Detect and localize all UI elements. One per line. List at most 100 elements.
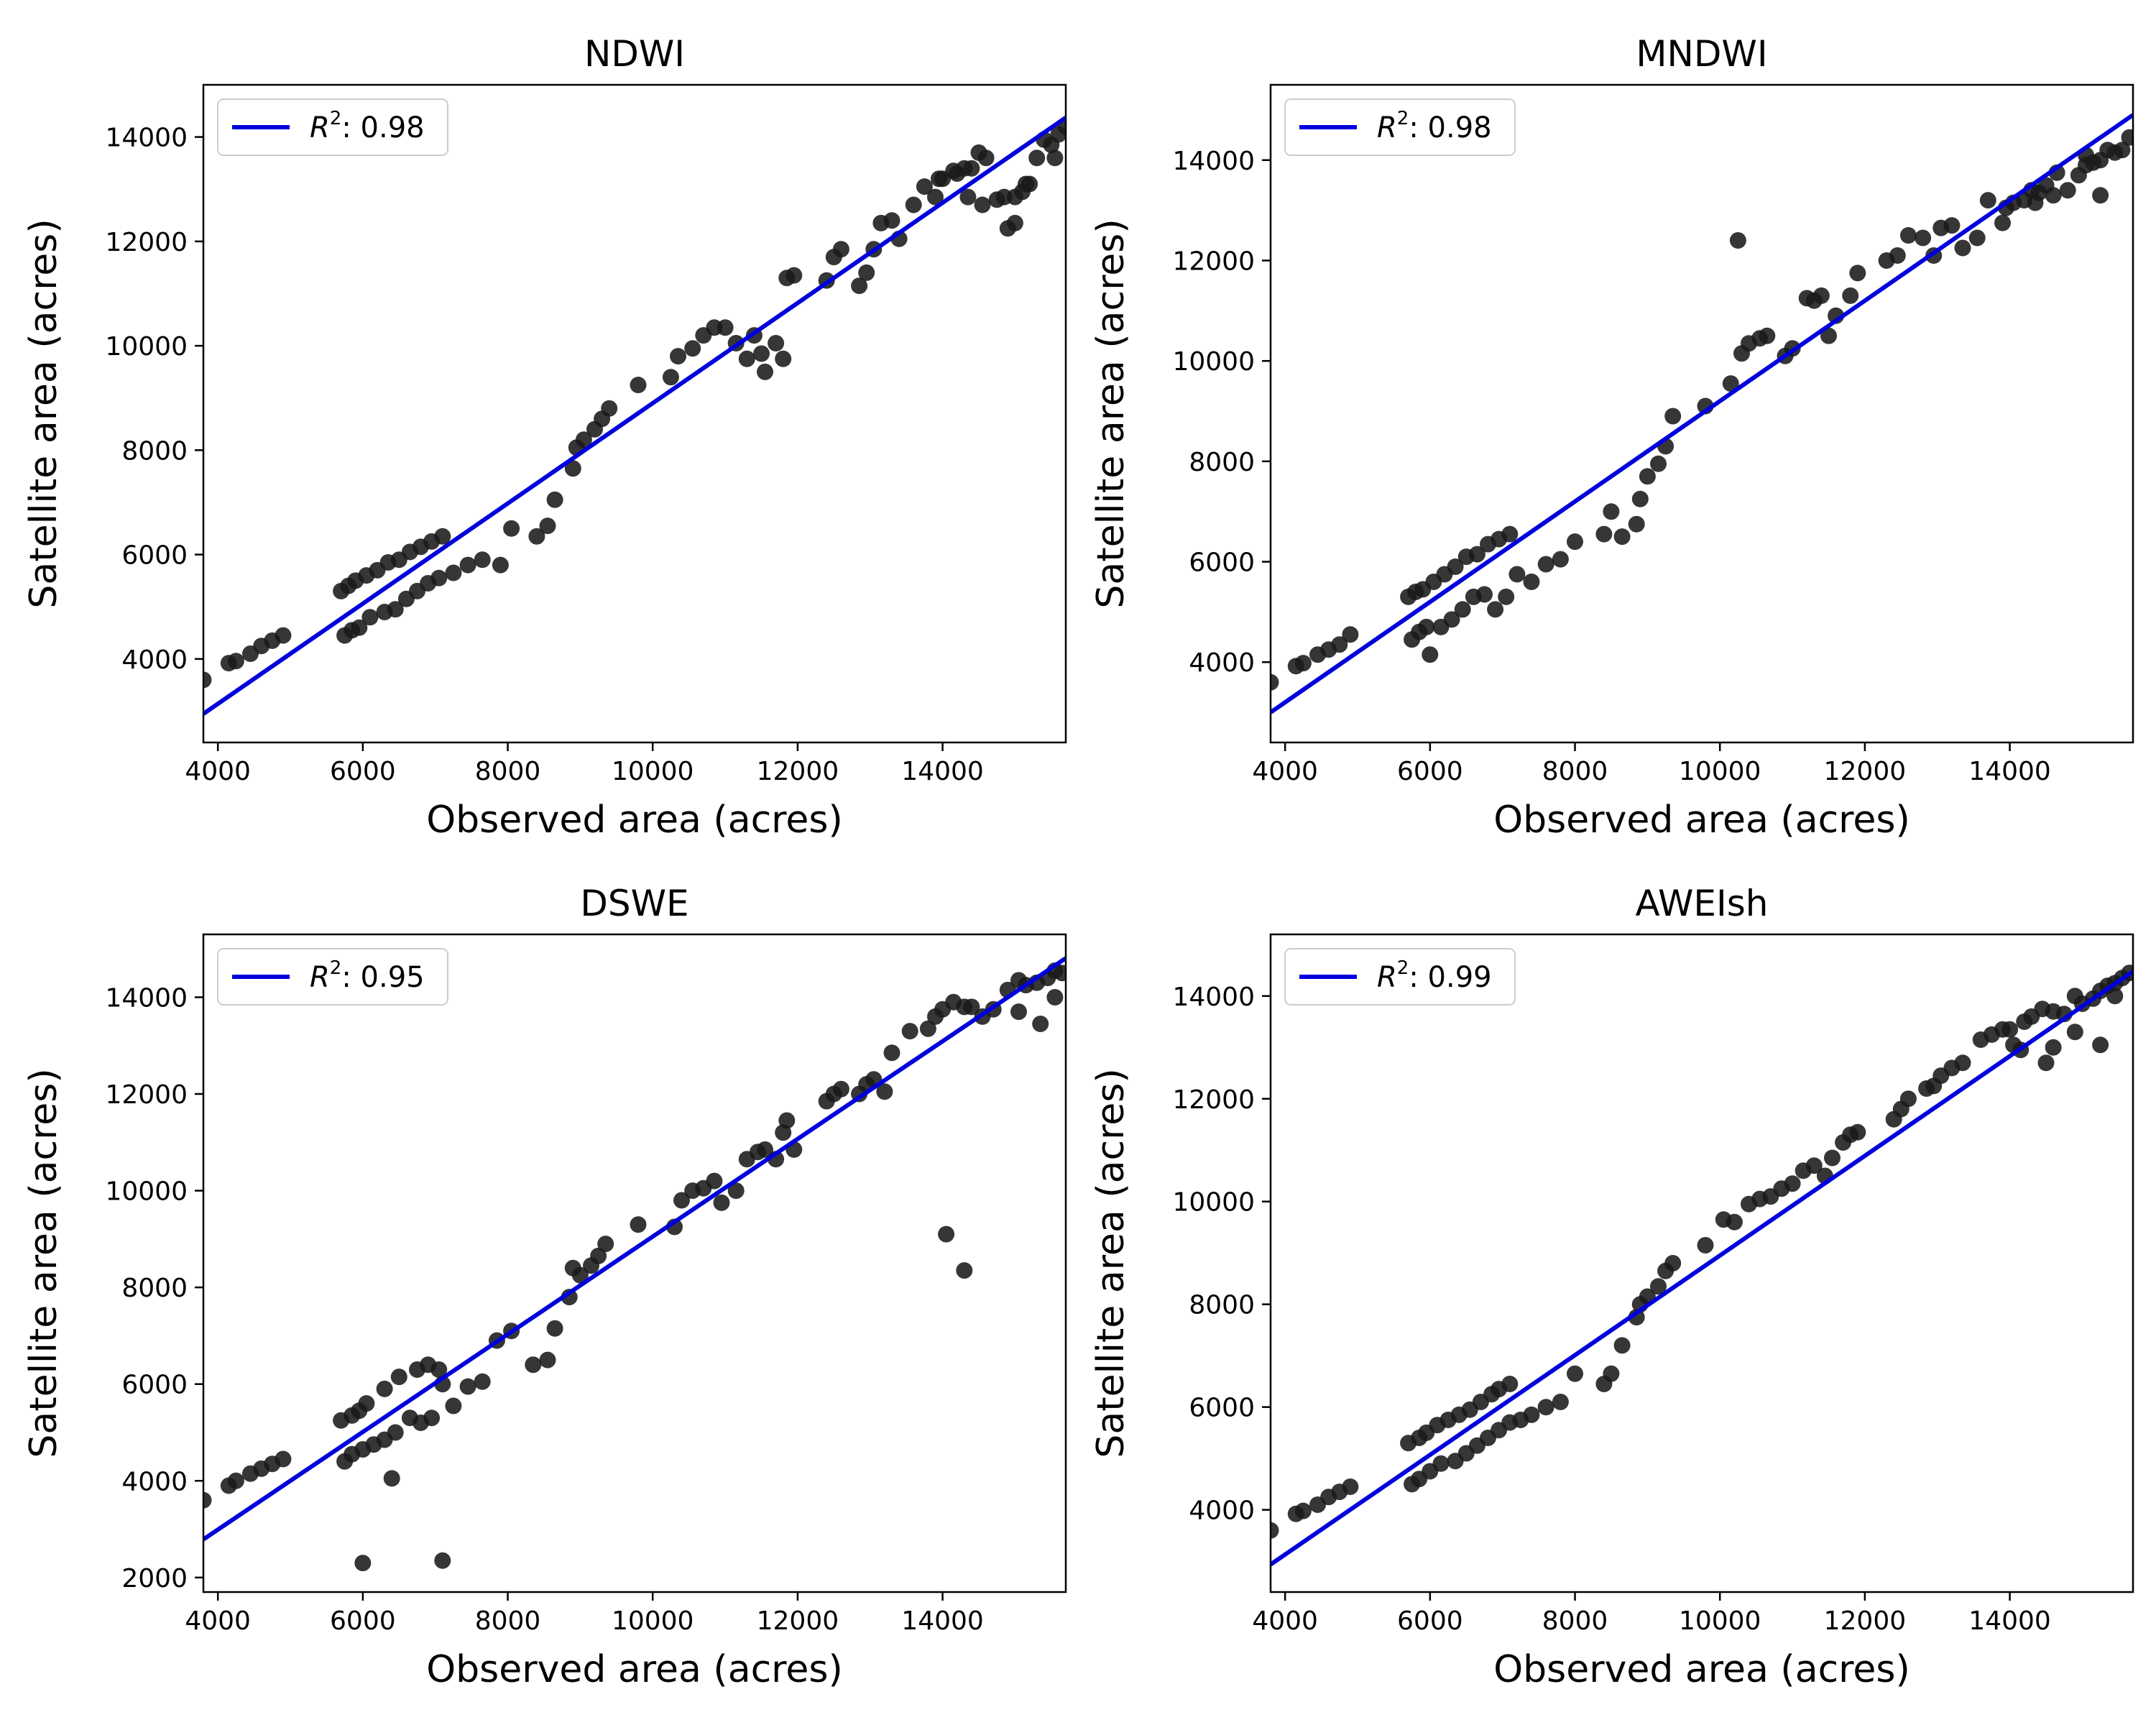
data-point	[1476, 586, 1493, 603]
x-tick-label: 12000	[757, 757, 839, 786]
data-point	[1805, 1157, 1823, 1174]
data-point	[1018, 175, 1034, 193]
fit-line	[203, 116, 1066, 716]
legend: R2: 0.95	[217, 948, 448, 1006]
data-point	[1784, 1175, 1801, 1192]
data-point	[1994, 214, 2011, 231]
data-point	[474, 1373, 491, 1390]
panel-1: 4000 6000 8000 10000 12000 14000 4000 6000 8000 1…	[22, 33, 1067, 842]
data-point	[571, 1266, 589, 1284]
x-tick-label: 4000	[185, 757, 251, 786]
panels: 4000 6000 8000 10000 12000 14000 4000 6000 8000 1…	[22, 33, 2134, 1691]
data-point	[445, 1397, 462, 1414]
data-point	[2121, 129, 2133, 146]
panel-4: 4000 6000 8000 10000 12000 14000 4000 6000 8000 1…	[1089, 883, 2134, 1691]
data-layer	[1271, 113, 2133, 714]
data-point	[1968, 229, 1986, 247]
x-tick-label: 14000	[1968, 1606, 2051, 1636]
data-point	[1915, 229, 1932, 247]
y-tick-label: 10000	[1172, 347, 1255, 377]
data-point	[883, 1044, 900, 1062]
data-point	[546, 491, 563, 508]
data-layer	[203, 116, 1066, 716]
y-tick-label: 12000	[1172, 247, 1255, 276]
x-tick-label: 4000	[1252, 757, 1318, 786]
data-point	[959, 188, 977, 206]
data-point	[2092, 1036, 2109, 1054]
data-point	[227, 1472, 244, 1489]
data-point	[1628, 1309, 1645, 1326]
data-point	[717, 319, 734, 336]
data-point	[1628, 515, 1645, 533]
plot-area	[203, 934, 1066, 1592]
data-point	[1046, 150, 1064, 167]
y-tick-label: 8000	[121, 1274, 188, 1303]
data-point	[1613, 1337, 1631, 1354]
data-point	[945, 162, 962, 180]
data-point	[361, 609, 379, 626]
data-point	[561, 1289, 578, 1306]
data-point	[1759, 327, 1776, 344]
panel-2: 4000 6000 8000 10000 12000 14000 4000 6000 8000 1…	[1089, 33, 2134, 842]
data-point	[2059, 182, 2076, 199]
y-axis-label: Satellite area (acres)	[22, 218, 65, 608]
y-tick-label: 10000	[105, 1177, 188, 1207]
data-point	[1849, 1123, 1866, 1141]
y-axis-label: Satellite area (acres)	[1089, 218, 1133, 608]
x-tick-label: 6000	[330, 1606, 396, 1636]
data-point	[1046, 989, 1064, 1006]
plot-frame	[202, 933, 1067, 1593]
data-point	[1432, 1455, 1450, 1472]
y-tick-label: 14000	[105, 124, 188, 153]
data-point	[376, 1380, 393, 1397]
x-tick-label: 6000	[330, 757, 396, 786]
data-point	[546, 1320, 563, 1337]
data-point	[1271, 1522, 1279, 1539]
y-tick-label: 14000	[1172, 147, 1255, 176]
data-point	[227, 653, 244, 670]
data-point	[851, 277, 868, 295]
data-point	[1889, 247, 1906, 264]
plot-frame	[1269, 83, 2134, 744]
legend-entry: R2: 0.95	[310, 957, 425, 994]
data-point	[977, 150, 995, 167]
data-point	[539, 1351, 556, 1368]
data-point	[916, 178, 933, 196]
data-point	[203, 671, 212, 689]
fit-line	[1271, 113, 2133, 714]
data-point	[459, 1378, 476, 1395]
data-point	[1294, 1502, 1312, 1519]
y-tick-label: 2000	[121, 1564, 188, 1593]
data-point	[974, 196, 991, 213]
legend-box	[217, 948, 448, 1006]
data-point	[1537, 556, 1554, 573]
data-point	[1468, 546, 1485, 563]
x-tick-label: 10000	[612, 1606, 694, 1636]
data-point	[832, 1080, 849, 1098]
data-point	[1271, 673, 1279, 691]
legend-entry: R2: 0.98	[310, 108, 425, 144]
data-point	[423, 1409, 441, 1427]
data-point	[492, 556, 509, 574]
data-point	[503, 520, 520, 537]
chart-title: MNDWI	[1636, 33, 1767, 75]
x-tick-label: 14000	[901, 757, 984, 786]
panel-3: 4000 6000 8000 10000 12000 14000 2000 4000 6000 8…	[22, 883, 1067, 1691]
y-axis-label: Satellite area (acres)	[22, 1068, 65, 1458]
data-point	[858, 264, 875, 281]
data-point	[1820, 327, 1837, 344]
data-point	[2106, 988, 2124, 1005]
data-point	[1447, 558, 1464, 575]
data-point	[963, 998, 980, 1016]
data-point	[1054, 965, 1066, 982]
data-point	[1418, 618, 1435, 635]
y-tick-label: 12000	[1172, 1085, 1255, 1115]
legend-box	[1284, 948, 1516, 1006]
data-point	[905, 196, 922, 213]
data-point	[1812, 287, 1830, 304]
data-point	[2045, 1039, 2062, 1056]
y-tick-label: 8000	[1189, 448, 1255, 477]
x-tick-label: 4000	[1252, 1606, 1318, 1636]
data-point	[1979, 192, 1996, 209]
y-tick-label: 6000	[1189, 548, 1255, 578]
